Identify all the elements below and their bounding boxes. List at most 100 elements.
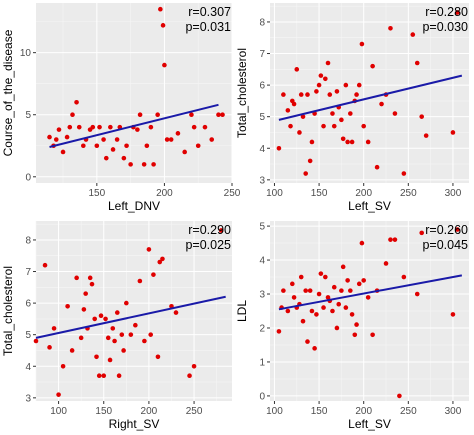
data-point [74, 275, 79, 281]
data-point [103, 316, 108, 322]
data-point [168, 137, 174, 142]
data-point [354, 92, 359, 97]
data-point [151, 162, 156, 167]
y-tick-label: 6 [25, 299, 31, 310]
data-point [307, 158, 313, 164]
data-point [305, 339, 310, 344]
data-point [361, 278, 366, 283]
data-point [53, 137, 59, 142]
data-point [321, 305, 326, 310]
y-tick-label: 4 [259, 256, 265, 267]
data-point [291, 101, 297, 107]
y-tick-label: 0 [259, 391, 265, 402]
y-tick-label: 4 [25, 362, 31, 373]
data-point [300, 318, 306, 324]
data-point [141, 162, 147, 167]
x-tick-label: 200 [156, 188, 173, 199]
data-point [285, 308, 291, 314]
data-point [450, 312, 456, 317]
data-point [114, 310, 120, 315]
data-point [96, 373, 102, 379]
data-point [56, 127, 62, 132]
data-point [98, 313, 104, 319]
data-point [128, 332, 134, 337]
data-point [388, 25, 393, 31]
data-point [316, 291, 322, 297]
data-point [107, 357, 113, 363]
p-value-label: p=0.025 [185, 238, 231, 252]
data-point [345, 139, 350, 145]
data-point [334, 89, 340, 94]
data-point [42, 262, 48, 268]
data-point [69, 348, 75, 353]
data-point [356, 281, 362, 287]
data-point [33, 338, 39, 344]
data-point [419, 230, 425, 236]
data-point [298, 92, 304, 97]
data-point [343, 305, 349, 310]
data-point [285, 108, 291, 113]
data-point [361, 123, 366, 129]
data-point [365, 295, 371, 300]
x-tick-label: 100 [266, 406, 283, 417]
data-point [323, 274, 328, 280]
data-point [124, 300, 129, 306]
data-point [316, 82, 322, 88]
y-tick-label: 3 [25, 393, 31, 404]
panel-background [270, 3, 469, 183]
data-point [401, 274, 407, 280]
data-point [173, 310, 179, 315]
x-tick-label: 200 [355, 406, 372, 417]
data-point [60, 363, 66, 369]
data-point [51, 326, 57, 331]
p-value-label: p=0.045 [422, 238, 468, 252]
r-value-label: r=0.280 [425, 5, 468, 19]
data-point [410, 32, 416, 37]
x-tick-label: 250 [400, 188, 417, 199]
data-point [116, 373, 122, 379]
x-axis-label: Left_SV [348, 199, 391, 213]
y-tick-label: 5 [259, 222, 265, 233]
data-point [318, 73, 324, 78]
data-point [290, 281, 295, 287]
y-tick-label: 1 [259, 357, 265, 368]
data-point [112, 338, 117, 344]
regression-line [278, 274, 463, 311]
p-value-label: p=0.031 [185, 20, 231, 34]
data-point [67, 124, 73, 130]
data-point [298, 274, 304, 280]
x-tick-label: 250 [186, 406, 203, 417]
r-value-label: r=0.290 [188, 223, 231, 237]
y-tick-label: 3 [259, 290, 265, 301]
data-point [220, 112, 225, 118]
data-point [187, 373, 192, 379]
regression-line [278, 74, 463, 121]
data-point [162, 62, 167, 68]
data-point [218, 228, 224, 233]
data-point [281, 288, 286, 293]
data-point [309, 308, 315, 314]
x-axis-label: Right_SV [109, 417, 160, 431]
data-point [105, 335, 111, 341]
data-point [401, 171, 407, 176]
data-point [343, 82, 349, 88]
data-point [331, 284, 337, 290]
y-axis-label: Course_of_the_disease [1, 29, 15, 156]
data-point [370, 332, 375, 338]
data-point [70, 112, 75, 118]
data-point [345, 278, 350, 283]
data-point [191, 363, 197, 369]
data-point [349, 139, 355, 145]
y-axis-label: Total_cholesterol [235, 48, 249, 138]
data-point [87, 275, 93, 281]
y-axis-label: LDL [235, 300, 249, 322]
data-point [392, 111, 398, 116]
data-point [191, 124, 197, 130]
y-axis-label: Total_cholesterol [1, 266, 15, 356]
data-point [414, 291, 420, 297]
data-point [331, 123, 337, 129]
data-point [276, 329, 282, 334]
